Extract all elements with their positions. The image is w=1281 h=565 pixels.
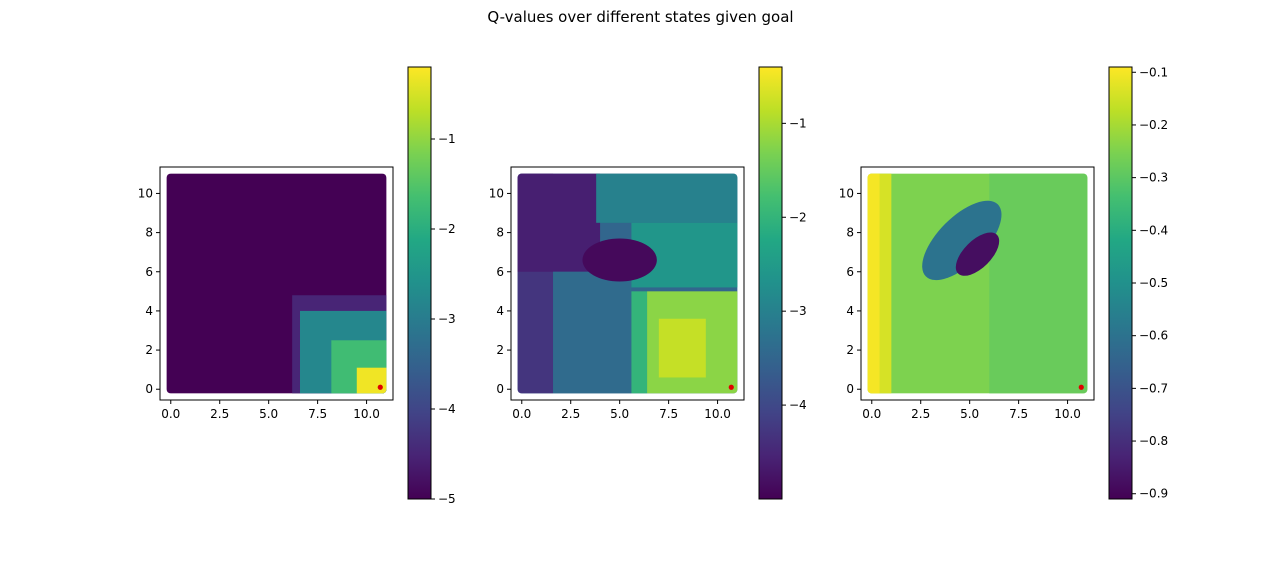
colorbar-tick-label: −2 bbox=[438, 222, 456, 236]
x-tick-label: 5.0 bbox=[259, 407, 278, 421]
subplot-2: 0.0 2.5 5.0 7.5 10.0 0 2 4 6 8 10 −1 −2 −3 −4 bbox=[489, 66, 807, 500]
y-tick-label: 2 bbox=[846, 343, 854, 357]
colorbar-frame bbox=[758, 66, 783, 500]
goal-marker bbox=[728, 384, 734, 390]
x-tick-label: 7.5 bbox=[659, 407, 678, 421]
colorbar-tick-label: −2 bbox=[789, 210, 807, 224]
axes-frame bbox=[159, 166, 394, 401]
heatmap-region-9 bbox=[658, 318, 706, 378]
colorbar-tick-label: −0.4 bbox=[1139, 223, 1168, 237]
heatmap-field bbox=[166, 173, 387, 394]
axes-frame bbox=[510, 166, 745, 401]
y-tick-label: 0 bbox=[846, 382, 854, 396]
y-tick-label: 10 bbox=[839, 186, 854, 200]
heatmap-blob-2 bbox=[955, 232, 1000, 276]
subplot-1: 0.0 2.5 5.0 7.5 10.0 0 2 4 6 8 10 −1 −2 −3 −4 −5 bbox=[138, 66, 456, 506]
figure-title: Q-values over different states given goa… bbox=[487, 8, 794, 26]
colorbar bbox=[759, 67, 782, 499]
heatmap-field bbox=[517, 173, 738, 394]
colorbar-tick-label: −5 bbox=[438, 492, 456, 506]
colorbar-tick-label: −1 bbox=[789, 116, 807, 130]
x-tick-label: 5.0 bbox=[610, 407, 629, 421]
heatmap-region-4 bbox=[553, 271, 632, 394]
goal-marker bbox=[1078, 384, 1084, 390]
heatmap-region-5 bbox=[356, 367, 387, 394]
x-tick-label: 2.5 bbox=[911, 407, 930, 421]
colorbar-tick-label: −0.5 bbox=[1139, 276, 1168, 290]
colorbar-tick-label: −3 bbox=[438, 312, 456, 326]
x-tick-label: 5.0 bbox=[960, 407, 979, 421]
x-tick-label: 0.0 bbox=[862, 407, 881, 421]
heatmap-blob-1 bbox=[922, 200, 1002, 281]
x-tick-label: 10.0 bbox=[704, 407, 731, 421]
x-tick-label: 2.5 bbox=[210, 407, 229, 421]
y-tick-label: 6 bbox=[145, 265, 153, 279]
colorbar bbox=[1109, 67, 1132, 499]
colorbar-frame bbox=[407, 66, 432, 500]
colorbar-tick-label: −0.1 bbox=[1139, 65, 1168, 79]
x-tick-label: 2.5 bbox=[561, 407, 580, 421]
x-tick-label: 10.0 bbox=[1054, 407, 1081, 421]
colorbar-tick-label: −4 bbox=[789, 398, 807, 412]
colorbar-tick-label: −0.7 bbox=[1139, 381, 1168, 395]
heatmap-field bbox=[867, 173, 1088, 394]
x-tick-label: 0.0 bbox=[512, 407, 531, 421]
y-tick-label: 2 bbox=[496, 343, 504, 357]
y-tick-label: 8 bbox=[145, 226, 153, 240]
heatmap-blob-1 bbox=[582, 238, 657, 282]
y-tick-label: 8 bbox=[496, 226, 504, 240]
y-tick-label: 6 bbox=[846, 265, 854, 279]
heatmap-region-4 bbox=[867, 173, 880, 394]
y-tick-label: 2 bbox=[145, 343, 153, 357]
heatmap-region-2 bbox=[989, 173, 1088, 394]
colorbar-tick-label: −0.2 bbox=[1139, 118, 1168, 132]
colorbar-tick-label: −3 bbox=[789, 304, 807, 318]
y-tick-label: 0 bbox=[145, 382, 153, 396]
y-tick-label: 4 bbox=[846, 304, 854, 318]
x-tick-label: 7.5 bbox=[1009, 407, 1028, 421]
y-tick-label: 10 bbox=[489, 186, 504, 200]
colorbar-tick-label: −0.6 bbox=[1139, 329, 1168, 343]
y-tick-label: 6 bbox=[496, 265, 504, 279]
colorbar-tick-label: −4 bbox=[438, 402, 456, 416]
x-tick-label: 10.0 bbox=[353, 407, 380, 421]
colorbar-tick-label: −0.3 bbox=[1139, 171, 1168, 185]
x-tick-label: 0.0 bbox=[161, 407, 180, 421]
colorbar-tick-label: −1 bbox=[438, 132, 456, 146]
goal-marker bbox=[377, 384, 383, 390]
y-tick-label: 8 bbox=[846, 226, 854, 240]
colorbar bbox=[408, 67, 431, 499]
heatmap-region-7 bbox=[631, 291, 648, 394]
colorbar-tick-label: −0.9 bbox=[1139, 487, 1168, 501]
y-tick-label: 4 bbox=[145, 304, 153, 318]
x-tick-label: 7.5 bbox=[308, 407, 327, 421]
y-tick-label: 4 bbox=[496, 304, 504, 318]
heatmap-region-5 bbox=[596, 173, 738, 223]
y-tick-label: 10 bbox=[138, 186, 153, 200]
y-tick-label: 0 bbox=[496, 382, 504, 396]
subplot-3: 0.0 2.5 5.0 7.5 10.0 0 2 4 6 8 10 −0.1 −0.2 −0.3 −0.4 −… bbox=[839, 65, 1168, 500]
colorbar-tick-label: −0.8 bbox=[1139, 434, 1168, 448]
axes-frame bbox=[860, 166, 1095, 401]
